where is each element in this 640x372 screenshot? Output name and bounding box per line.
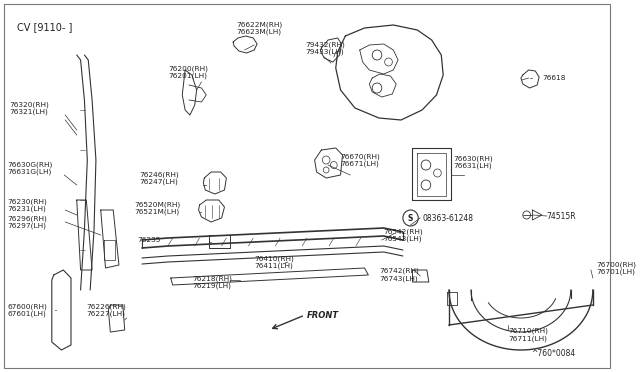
- Text: 76200(RH)
76201(LH): 76200(RH) 76201(LH): [168, 65, 208, 79]
- Text: ^760*0084: ^760*0084: [531, 349, 575, 358]
- Text: 76218(RH)
76219(LH): 76218(RH) 76219(LH): [192, 275, 232, 289]
- Text: 76320(RH)
76321(LH): 76320(RH) 76321(LH): [10, 101, 49, 115]
- Text: 79432(RH)
79433(LH): 79432(RH) 79433(LH): [305, 41, 345, 55]
- Text: 76410(RH)
76411(LH): 76410(RH) 76411(LH): [254, 255, 294, 269]
- Text: 76520M(RH)
76521M(LH): 76520M(RH) 76521M(LH): [134, 201, 180, 215]
- Text: 67600(RH)
67601(LH): 67600(RH) 67601(LH): [8, 303, 47, 317]
- Text: 76246(RH)
76247(LH): 76246(RH) 76247(LH): [139, 171, 179, 185]
- Text: 76670(RH)
76671(LH): 76670(RH) 76671(LH): [340, 153, 380, 167]
- Text: 08363-61248: 08363-61248: [422, 214, 473, 222]
- Text: 76226(RH)
76227(LH): 76226(RH) 76227(LH): [86, 303, 126, 317]
- Text: FRONT: FRONT: [307, 311, 339, 320]
- Text: 76622M(RH)
76623M(LH): 76622M(RH) 76623M(LH): [236, 21, 282, 35]
- Text: 76742(RH)
76743(LH): 76742(RH) 76743(LH): [379, 268, 419, 282]
- Text: 76296(RH)
76297(LH): 76296(RH) 76297(LH): [8, 215, 47, 229]
- Text: 76700(RH)
76701(LH): 76700(RH) 76701(LH): [596, 261, 637, 275]
- Text: S: S: [408, 214, 413, 222]
- Text: 74515R: 74515R: [547, 212, 577, 221]
- Text: 76630G(RH)
76631G(LH): 76630G(RH) 76631G(LH): [8, 161, 53, 175]
- Text: 76618: 76618: [542, 75, 566, 81]
- Text: 76630(RH)
76631(LH): 76630(RH) 76631(LH): [454, 155, 493, 169]
- Text: 76710(RH)
76711(LH): 76710(RH) 76711(LH): [508, 328, 548, 342]
- Text: 76542(RH)
76543(LH): 76542(RH) 76543(LH): [384, 228, 424, 242]
- Text: 76230(RH)
76231(LH): 76230(RH) 76231(LH): [8, 198, 47, 212]
- Text: 76235: 76235: [137, 237, 161, 243]
- Text: CV [9110- ]: CV [9110- ]: [17, 22, 73, 32]
